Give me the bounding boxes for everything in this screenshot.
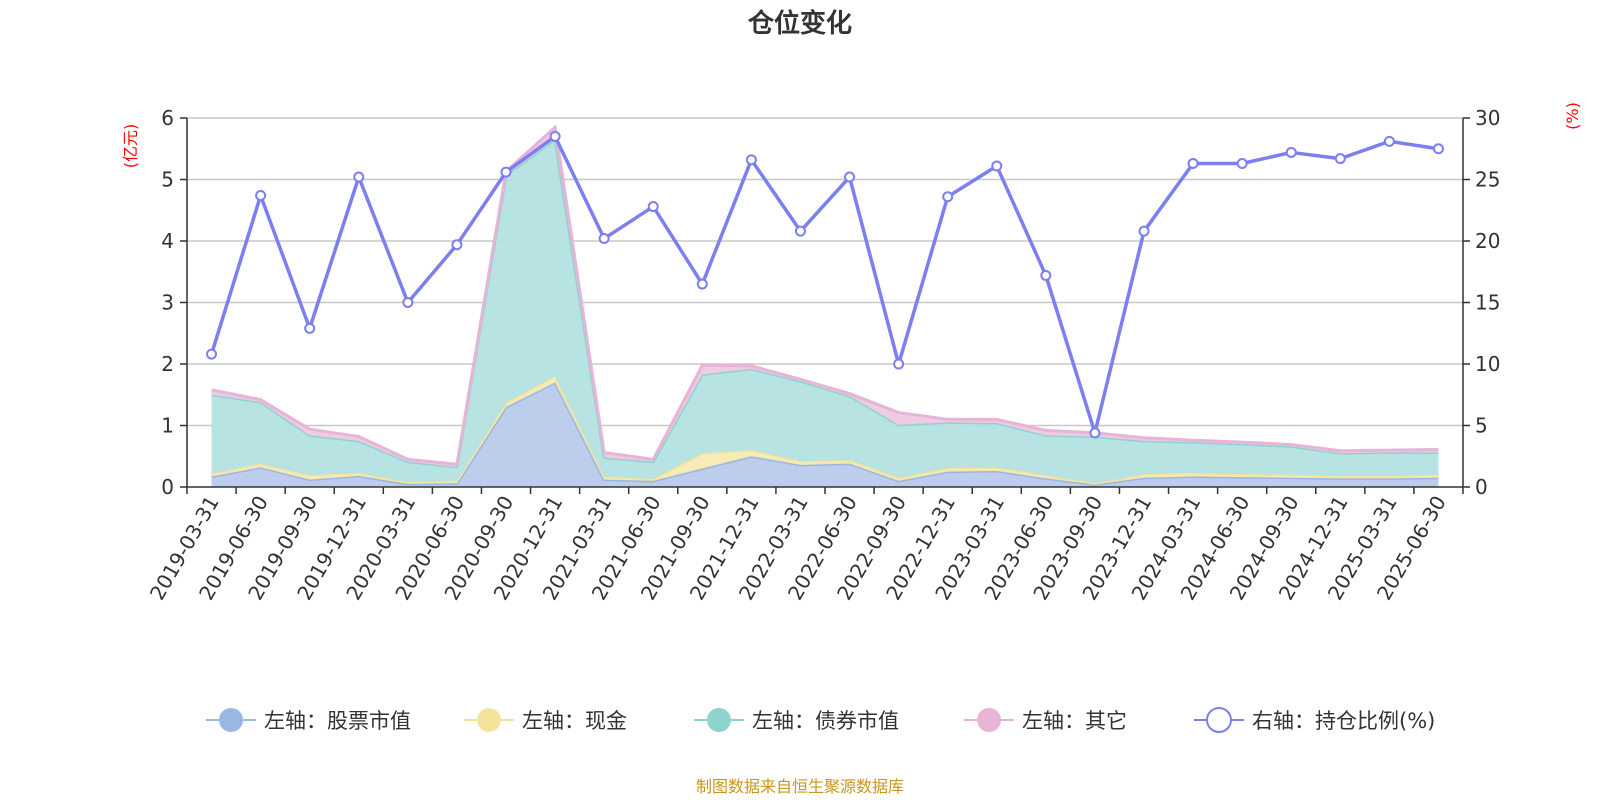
ratio-line-path [209,134,1439,435]
ratio-point-1 [255,189,267,201]
ratio-point-17 [1040,269,1052,281]
right-tick-label-4: 20 [1475,229,1500,253]
ratio-point-2 [304,322,316,334]
ratio-point-4 [402,297,414,308]
legend-label-1: 左轴：现金 [522,709,627,733]
ratio-point-18 [1089,427,1101,439]
left-axis-unit: (亿元) [121,124,140,169]
left-tick-label-4: 4 [161,229,174,253]
left-tick-label-1: 1 [161,414,174,438]
legend-item-0[interactable]: 左轴：股票市值 [206,708,411,733]
left-tick-label-3: 3 [161,291,174,315]
legend-marker-0 [219,708,243,732]
ratio-point-13 [844,171,856,183]
ratio-point-14 [893,358,905,370]
left-tick-label-0: 0 [161,475,174,499]
legend-label-0: 左轴：股票市值 [264,709,411,733]
legend-item-1[interactable]: 左轴：现金 [464,708,627,733]
legend-item-3[interactable]: 左轴：其它 [964,708,1127,733]
legend-item-4[interactable]: 右轴：持仓比例(%) [1194,707,1435,733]
left-tick-label-5: 5 [161,168,174,192]
ratio-point-6 [500,166,512,178]
ratio-line [206,130,1444,439]
right-tick-label-1: 5 [1475,414,1488,438]
ratio-point-8 [598,233,610,245]
right-axis-unit: (%) [1563,102,1582,130]
ratio-point-11 [745,154,757,166]
ratio-point-24 [1383,135,1395,147]
ratio-point-16 [991,160,1003,172]
legend-label-2: 左轴：债券市值 [752,709,899,733]
legend-marker-2 [707,708,731,732]
source-note: 制图数据来自恒生聚源数据库 [696,777,904,796]
legend-marker-4 [1206,707,1232,733]
chart-title: 仓位变化 [747,8,852,39]
ratio-point-19 [1138,225,1150,237]
area-0 [211,382,1439,487]
right-tick-label-5: 25 [1475,168,1500,192]
ratio-point-25 [1432,143,1444,155]
right-tick-label-6: 30 [1475,106,1500,130]
area-1 [211,376,1439,485]
legend-item-2[interactable]: 左轴：债券市值 [694,708,899,733]
ratio-point-22 [1285,146,1297,158]
right-tick-label-2: 10 [1475,352,1500,376]
ratio-point-5 [451,239,463,251]
ratio-point-23 [1334,153,1346,165]
stacked-areas [211,124,1439,487]
right-tick-label-0: 0 [1475,475,1488,499]
ratio-point-20 [1187,158,1199,170]
grid-lines [187,117,1463,427]
ratio-point-12 [794,225,806,237]
area-2 [211,139,1439,484]
ratio-point-15 [942,191,954,203]
ratio-point-10 [696,278,708,290]
axes: 01234560510152025302019-03-312019-06-302… [145,106,1500,604]
ratio-point-7 [549,130,561,142]
legend-label-3: 左轴：其它 [1022,709,1127,733]
right-tick-label-3: 15 [1475,291,1500,315]
ratio-point-3 [353,171,365,183]
legend-label-4: 右轴：持仓比例(%) [1252,709,1435,733]
legend-marker-1 [477,708,501,732]
ratio-point-9 [647,201,659,213]
ratio-point-21 [1236,158,1248,170]
ratio-point-0 [206,348,218,360]
area-edge-3 [211,124,1439,466]
left-tick-label-6: 6 [161,106,174,130]
left-tick-label-2: 2 [161,352,174,376]
legend[interactable]: 左轴：股票市值 左轴：现金 左轴：债券市值 左轴：其它 右轴：持仓比例(%) [206,707,1435,733]
legend-marker-3 [977,708,1001,732]
